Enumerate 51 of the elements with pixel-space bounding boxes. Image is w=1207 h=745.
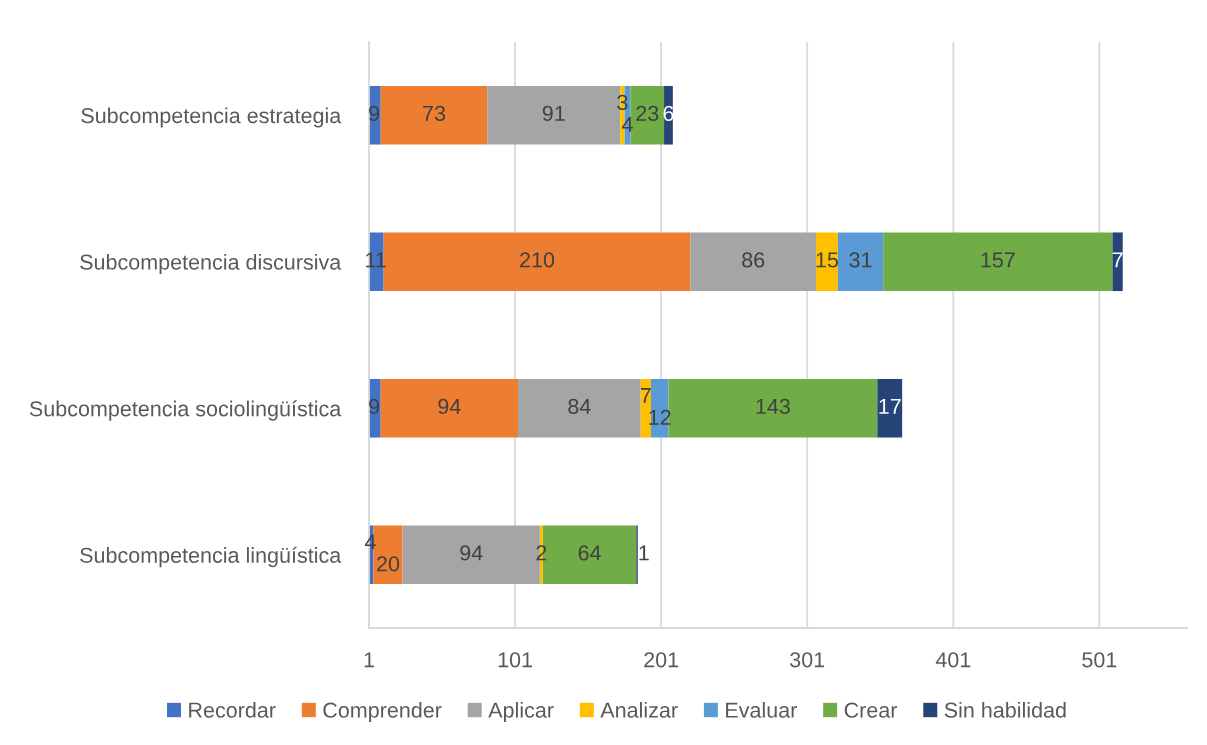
data-label: 23 [636,105,659,122]
data-label: 4 [622,116,633,132]
data-label: 64 [578,545,601,561]
data-label: 73 [423,105,446,122]
data-label: 94 [438,398,461,415]
y-tick-label: Subcompetencia estrategia [81,107,342,128]
bar [380,85,488,145]
bar [815,232,838,292]
data-label: 3 [617,94,628,111]
data-label: 143 [756,398,790,415]
legend-label: Sin habilidad [944,701,1066,718]
data-label: 210 [520,252,555,268]
data-label: 7 [1112,252,1123,268]
bar [517,378,641,438]
data-label: 91 [542,105,565,122]
data-label: 94 [460,545,483,561]
legend-label: Crear [844,702,898,718]
bar [877,378,903,438]
data-label: 84 [568,398,591,415]
data-label: 86 [742,252,765,268]
x-tick-label: 501 [1082,652,1117,668]
bar [690,232,816,292]
data-label: 17 [879,399,901,414]
data-label: 1 [639,545,649,561]
data-label: 15 [816,252,839,268]
legend-label: Recordar [189,701,276,718]
legend-label: Evaluar [726,701,797,718]
x-tick-label: 301 [790,652,825,668]
x-tick-label: 1 [364,652,374,668]
legend-label: Comprender [323,701,442,723]
x-tick-label: 401 [935,652,971,668]
data-label: 31 [849,252,872,268]
bar [380,378,518,438]
bar [883,232,1113,292]
bar [837,232,884,292]
x-tick-label: 201 [644,652,679,668]
data-label: 20 [377,556,400,572]
data-label: 4 [364,534,376,550]
data-label: 6 [663,105,674,122]
bar [1112,232,1123,292]
legend-label: Aplicar [488,701,554,723]
bar [640,378,651,438]
legend-label: Analizar [600,701,678,718]
y-tick-label: Subcompetencia discursiva [80,253,342,275]
data-label: 157 [981,252,1015,268]
data-label: 2 [536,545,547,561]
y-tick-label: Subcompetencia lingüística [80,546,342,568]
y-tick-label: Subcompetencia sociolingüística [29,400,342,421]
bar [664,85,673,145]
x-tick-label: 101 [498,652,532,668]
data-label: 7 [640,388,651,403]
